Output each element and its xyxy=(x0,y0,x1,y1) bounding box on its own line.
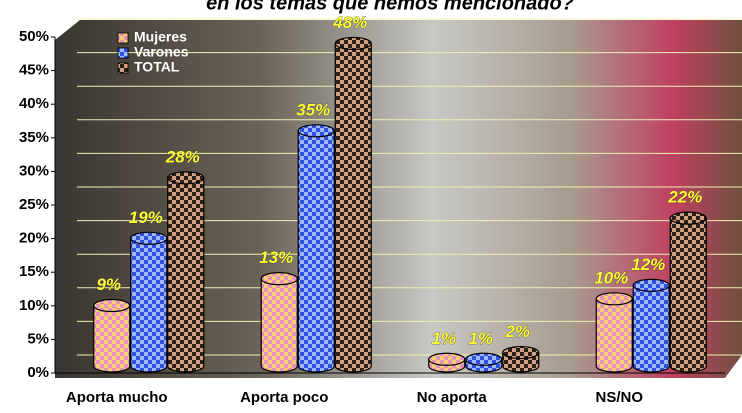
y-tick-label: 35% xyxy=(19,129,49,146)
legend-label: Mujeres xyxy=(134,29,187,45)
bar-top xyxy=(669,211,707,225)
value-label: 1% xyxy=(468,329,493,348)
value-label: 48% xyxy=(332,13,367,32)
x-tick-label: NS/NO xyxy=(595,389,643,406)
legend-swatch xyxy=(117,47,129,59)
bar xyxy=(93,304,131,373)
value-label: 12% xyxy=(631,255,665,274)
value-label: 28% xyxy=(165,147,200,166)
y-tick-label: 50% xyxy=(19,28,49,45)
y-tick-label: 5% xyxy=(27,330,49,347)
x-tick-label: Aporta mucho xyxy=(66,389,168,406)
x-tick-label: Aporta poco xyxy=(240,389,328,406)
bar-top xyxy=(130,231,168,245)
y-tick-label: 0% xyxy=(27,364,49,381)
legend-label: TOTAL xyxy=(134,59,180,75)
y-tick-label: 15% xyxy=(19,263,49,280)
y-tick-label: 25% xyxy=(19,196,49,213)
bar-top xyxy=(465,352,503,366)
value-label: 10% xyxy=(594,268,628,287)
value-label: 19% xyxy=(129,208,163,227)
bar-top xyxy=(260,272,298,286)
bar-top xyxy=(334,36,372,51)
bar xyxy=(632,284,670,373)
y-tick-label: 10% xyxy=(19,297,49,314)
chart-title: en los temas que hemos mencionado? xyxy=(206,0,574,14)
bar-top xyxy=(428,352,466,366)
value-label: 2% xyxy=(504,322,530,341)
bar xyxy=(669,217,707,373)
bar xyxy=(297,130,335,373)
plot-background xyxy=(55,20,742,378)
bar xyxy=(334,42,372,373)
bar xyxy=(130,237,168,373)
value-label: 1% xyxy=(431,329,456,348)
value-label: 35% xyxy=(296,100,330,119)
y-tick-label: 40% xyxy=(19,95,49,112)
y-tick-label: 20% xyxy=(19,230,49,247)
y-tick-label: 45% xyxy=(19,62,49,79)
bar-top xyxy=(297,124,335,138)
value-label: 9% xyxy=(96,275,121,294)
legend-label: Varones xyxy=(134,44,189,60)
bar-top xyxy=(632,278,670,292)
legend-swatch xyxy=(117,62,129,74)
bar-top xyxy=(502,345,540,360)
bar xyxy=(595,298,633,373)
bar-top xyxy=(595,292,633,306)
y-tick-label: 30% xyxy=(19,162,49,179)
legend-swatch xyxy=(117,32,129,44)
value-label: 22% xyxy=(667,188,702,207)
bar-top xyxy=(93,298,131,313)
bar-top xyxy=(167,171,205,185)
bar xyxy=(167,177,205,373)
bar xyxy=(260,278,298,373)
x-tick-label: No aporta xyxy=(417,389,488,406)
value-label: 13% xyxy=(259,248,293,267)
